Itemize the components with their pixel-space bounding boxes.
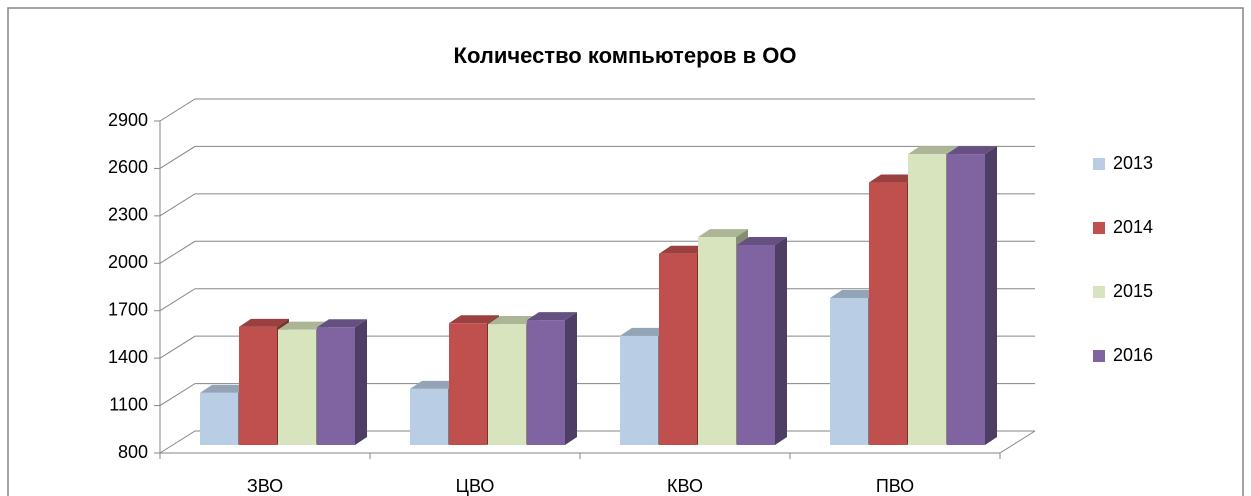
x-tick-label: ЦВО	[456, 476, 495, 496]
bar-top	[737, 237, 787, 246]
bar-front	[869, 182, 907, 446]
legend-label: 2016	[1113, 345, 1153, 365]
bar-front	[449, 323, 487, 445]
y-tick-label: 2000	[108, 252, 148, 272]
legend-swatch	[1093, 286, 1105, 298]
x-tick-label: КВО	[667, 476, 703, 496]
bar-front	[698, 237, 736, 445]
y-tick-label: 1100	[109, 394, 148, 414]
bar-front	[737, 245, 775, 445]
bar-front	[947, 154, 985, 445]
x-tick-label: ЗВО	[247, 476, 283, 496]
grid-line	[159, 98, 1035, 122]
bar	[317, 319, 367, 445]
bar-side	[985, 146, 997, 445]
legend-label: 2015	[1113, 281, 1153, 301]
x-tick-label: ПВО	[876, 476, 914, 496]
bar-front	[410, 388, 448, 445]
bar-top	[698, 229, 748, 238]
bar-front	[488, 324, 526, 445]
bar-top	[239, 318, 289, 327]
bar-top	[908, 146, 958, 155]
grid-line	[159, 193, 1035, 217]
bar	[659, 245, 709, 445]
bar-front	[659, 253, 697, 445]
bar-front	[317, 327, 355, 445]
y-tick-label: 2900	[108, 110, 148, 130]
bar-front	[830, 297, 868, 445]
bar-top	[947, 146, 997, 155]
bar-front	[278, 329, 316, 445]
bar-top	[278, 321, 328, 330]
bar-top	[449, 315, 499, 324]
y-tick-label: 1400	[108, 347, 148, 367]
y-tick-label: 2600	[108, 157, 148, 177]
y-tick-label: 1700	[108, 299, 148, 319]
bar-front	[200, 392, 238, 445]
grid-line	[159, 145, 1035, 169]
legend-swatch	[1093, 222, 1105, 234]
bar-side	[565, 312, 577, 445]
bar-top	[317, 319, 367, 328]
legend-label: 2014	[1113, 217, 1153, 237]
bar-top	[659, 245, 709, 254]
bar-front	[908, 154, 946, 445]
bar-top	[830, 289, 880, 298]
legend-swatch	[1093, 158, 1105, 170]
bar-front	[620, 335, 658, 445]
bar-top	[410, 380, 460, 389]
bar-side	[775, 237, 787, 445]
bar	[737, 237, 787, 445]
legend-label: 2013	[1113, 153, 1153, 173]
bar-top	[527, 312, 577, 321]
bar-front	[239, 326, 277, 445]
y-tick-label: 800	[118, 442, 148, 462]
bar-top	[200, 384, 250, 393]
bar-front	[527, 320, 565, 445]
bar-top	[869, 174, 919, 183]
bar-top	[488, 316, 538, 325]
y-tick-label: 2300	[108, 205, 148, 225]
bar	[947, 146, 997, 445]
bar-top	[620, 327, 670, 336]
bar	[527, 312, 577, 445]
legend-swatch	[1093, 350, 1105, 362]
chart-title: Количество компьютеров в ОО	[454, 43, 797, 68]
bar-side	[355, 319, 367, 445]
